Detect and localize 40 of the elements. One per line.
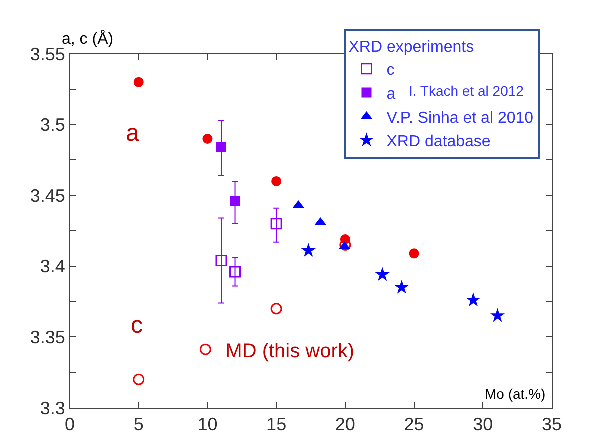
x-tick-label: 20 xyxy=(335,414,356,435)
x-tick-label: 15 xyxy=(266,414,287,435)
x-tick-label: 35 xyxy=(542,414,562,435)
x-tick-label: 10 xyxy=(198,414,218,435)
annotation: a xyxy=(126,120,140,147)
legend-label: XRD database xyxy=(386,134,491,151)
legend-label: V.P. Sinha et al 2010 xyxy=(386,110,534,127)
point xyxy=(466,292,481,307)
point xyxy=(490,308,506,322)
point xyxy=(216,142,226,152)
point xyxy=(230,266,242,278)
point xyxy=(133,374,145,386)
point xyxy=(230,196,240,206)
x-tick-label: 25 xyxy=(404,414,424,435)
point xyxy=(216,254,228,266)
x-axis-title: Mo (at.%) xyxy=(485,386,546,402)
legend-label: c xyxy=(386,62,395,80)
y-tick-label: 3.5 xyxy=(40,115,66,136)
point xyxy=(301,243,316,258)
annotation: c xyxy=(131,312,143,339)
point xyxy=(270,218,282,230)
point xyxy=(340,234,350,244)
y-tick-label: 3.45 xyxy=(30,186,66,206)
point xyxy=(375,267,390,282)
point xyxy=(270,303,282,315)
x-tick-label: 30 xyxy=(473,414,494,435)
legend-label: MD (this work) xyxy=(226,340,355,362)
point xyxy=(272,176,282,186)
annotation: I. Tkach et al 2012 xyxy=(409,83,524,99)
y-tick-label: 3.4 xyxy=(40,256,66,277)
point xyxy=(134,77,144,88)
x-tick-label: 0 xyxy=(64,414,76,435)
point xyxy=(409,248,420,259)
legend-title: XRD experiments xyxy=(348,39,474,56)
y-tick-label: 3.3 xyxy=(40,398,66,418)
point xyxy=(202,134,213,144)
point xyxy=(394,280,410,294)
x-tick-label: 5 xyxy=(134,414,144,435)
legend-label: a xyxy=(386,86,396,103)
y-tick-label: 3.35 xyxy=(30,328,66,348)
